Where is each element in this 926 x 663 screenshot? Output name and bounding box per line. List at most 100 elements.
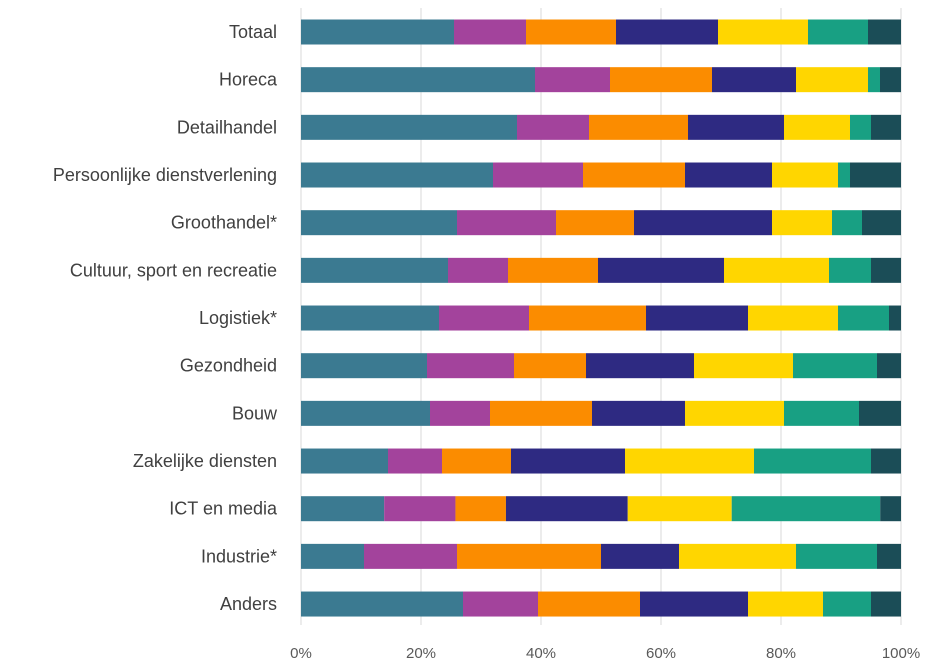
bar-segment [688, 114, 784, 140]
bar-segment [301, 257, 448, 283]
bar-segment [685, 400, 784, 426]
bar-segment [301, 496, 385, 522]
bar-segment [646, 305, 748, 331]
bar-segment [454, 19, 526, 45]
category-label: Bouw [232, 403, 278, 423]
bar-segment [457, 543, 601, 569]
bar-segment [589, 114, 688, 140]
bar-segment [871, 114, 901, 140]
bar-segment [448, 257, 508, 283]
bar-segment [301, 19, 454, 45]
category-label: Totaal [229, 22, 277, 42]
category-label: Anders [220, 594, 277, 614]
bar-segment [616, 19, 718, 45]
bar-segment [748, 591, 823, 617]
bar-segment [793, 353, 877, 379]
x-tick-label: 0% [290, 645, 312, 662]
bar-segment [784, 400, 859, 426]
bar-segment [679, 543, 796, 569]
x-tick-label: 40% [526, 645, 556, 662]
bar-segment [731, 496, 881, 522]
bar-segment [694, 353, 793, 379]
bar-segment [508, 257, 598, 283]
bar-segment [877, 353, 901, 379]
bar-segment [388, 448, 442, 474]
x-tick-label: 60% [646, 645, 676, 662]
bar-segment [490, 400, 592, 426]
bar-segment [517, 114, 589, 140]
category-label: Horeca [219, 70, 278, 90]
bar-segment [712, 67, 796, 93]
bar-segment [301, 591, 463, 617]
category-label: Gezondheid [180, 356, 277, 376]
bar-segment [301, 114, 517, 140]
bar-segment [511, 448, 625, 474]
bar-segment [610, 67, 712, 93]
bar-segment [862, 210, 901, 236]
bar-segment [850, 162, 901, 188]
bar-segment [529, 305, 646, 331]
bar-segment [634, 210, 772, 236]
bar-segment [868, 19, 901, 45]
x-tick-label: 80% [766, 645, 796, 662]
bar-segment [625, 448, 754, 474]
bar-segment [301, 67, 535, 93]
category-label: Logistiek* [199, 308, 277, 328]
bar-segment [538, 591, 640, 617]
bar-segment [301, 543, 364, 569]
bar-segment [685, 162, 772, 188]
bar-segment [592, 400, 685, 426]
bar-segment [535, 67, 610, 93]
category-label: ICT en media [169, 499, 278, 519]
bar-segment [838, 305, 889, 331]
bar-segment [871, 257, 901, 283]
bar-segment [427, 353, 514, 379]
bar-segment [439, 305, 529, 331]
bar-segment [808, 19, 868, 45]
category-label: Groothandel* [171, 213, 277, 233]
bar-segment [868, 67, 880, 93]
bar-segment [301, 305, 439, 331]
x-tick-label: 100% [882, 645, 920, 662]
x-tick-label: 20% [406, 645, 436, 662]
bar-segment [601, 543, 679, 569]
bar-segment [364, 543, 457, 569]
bar-segment [829, 257, 871, 283]
bar-segment [463, 591, 538, 617]
bar-segment [301, 353, 427, 379]
category-label: Zakelijke diensten [133, 451, 277, 471]
bar-segment [784, 114, 850, 140]
bar-segment [627, 496, 732, 522]
bar-segment [455, 496, 506, 522]
bar-segment [514, 353, 586, 379]
bar-segment [748, 305, 838, 331]
bar-segment [457, 210, 556, 236]
category-labels: Totaal Horeca Detailhandel Persoonlijke die… [53, 22, 278, 614]
bar-segment [301, 162, 493, 188]
bar-segment [640, 591, 748, 617]
bar-segment [772, 162, 838, 188]
category-label: Industrie* [201, 546, 277, 566]
bar-segment [838, 162, 850, 188]
bar-segment [754, 448, 871, 474]
bar-segment [301, 400, 430, 426]
bar-segment [430, 400, 490, 426]
bar-segment [796, 543, 877, 569]
category-label: Persoonlijke dienstverlening [53, 165, 277, 185]
bar-segment [880, 67, 901, 93]
bar-segment [877, 543, 901, 569]
bar-segment [493, 162, 583, 188]
bar-segment [301, 210, 457, 236]
bar-segment [556, 210, 634, 236]
bar-segment [442, 448, 511, 474]
category-label: Cultuur, sport en recreatie [70, 260, 277, 280]
bar-segment [880, 496, 901, 522]
bar-segment [823, 591, 871, 617]
category-label: Detailhandel [177, 117, 277, 137]
bar-segment [586, 353, 694, 379]
bar-segment [301, 448, 388, 474]
bar-segment [772, 210, 832, 236]
bar-segment [859, 400, 901, 426]
bar-segment [832, 210, 862, 236]
